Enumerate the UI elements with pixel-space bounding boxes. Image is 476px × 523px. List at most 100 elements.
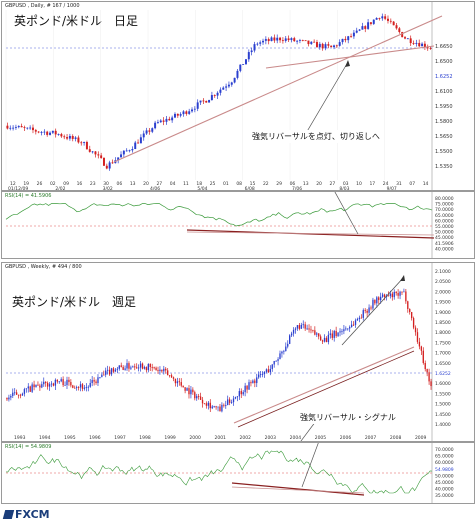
daily-candle — [37, 131, 40, 133]
daily-candle — [57, 134, 60, 135]
daily-candle — [429, 48, 432, 49]
daily-candle — [338, 42, 341, 46]
daily-candle — [34, 130, 37, 132]
daily-candle — [321, 43, 324, 49]
weekly-candle — [77, 387, 80, 388]
weekly-x-tick-label: 1994 — [39, 435, 51, 441]
weekly-candle — [288, 335, 291, 344]
weekly-y-tick-label: 2.0000 — [435, 289, 451, 295]
daily-candle — [165, 118, 168, 122]
daily-candle — [60, 134, 63, 137]
weekly-candle — [209, 402, 211, 409]
weekly-rsi-tick-label: 54.9809 — [435, 467, 454, 473]
weekly-candle — [281, 351, 283, 354]
weekly-candle — [168, 375, 171, 377]
daily-x-tick-label: 09 — [63, 181, 69, 187]
weekly-y-tick-label: 1.8500 — [435, 320, 451, 326]
daily-x-tick-label: 24 — [383, 181, 389, 187]
daily-candle — [327, 44, 330, 46]
daily-x-tick-label: 08 — [236, 181, 242, 187]
daily-y-tick-label: 1.5650 — [435, 134, 453, 140]
weekly-candle — [339, 331, 341, 333]
weekly-candle — [143, 367, 146, 369]
weekly-candle — [306, 328, 308, 330]
weekly-rsi-tick-label: 50.0000 — [435, 473, 454, 479]
daily-candle — [105, 165, 108, 169]
daily-candle — [162, 120, 165, 122]
weekly-candle — [79, 384, 82, 388]
weekly-candle — [190, 389, 192, 395]
weekly-candle — [401, 291, 403, 293]
weekly-candle — [99, 377, 101, 378]
daily-candle — [296, 40, 299, 42]
weekly-candle — [89, 383, 91, 387]
weekly-candle — [114, 369, 117, 372]
weekly-candle — [248, 382, 250, 390]
daily-rsi-tick-label: 41.5906 — [435, 241, 454, 247]
daily-x-tick-label: 02 — [50, 181, 56, 187]
daily-candle — [6, 125, 9, 129]
daily-candle — [74, 137, 77, 139]
weekly-candle — [60, 379, 62, 382]
daily-candle — [270, 37, 273, 42]
weekly-rsi-line — [6, 450, 433, 494]
daily-candle — [94, 151, 97, 155]
daily-candle — [355, 30, 358, 33]
weekly-candle — [354, 320, 357, 325]
daily-candle — [358, 29, 361, 31]
weekly-y-tick-label: 1.5000 — [435, 402, 451, 408]
daily-y-tick-label: 1.6252 — [435, 74, 453, 80]
daily-y-tick-label: 1.5800 — [435, 119, 453, 125]
daily-candle — [9, 127, 12, 129]
weekly-y-tick-label: 1.5500 — [435, 391, 451, 397]
daily-candle — [29, 127, 32, 129]
daily-candle — [122, 150, 125, 155]
weekly-candle — [407, 301, 409, 309]
weekly-candle — [165, 368, 167, 371]
daily-candle — [134, 142, 137, 150]
weekly-candle — [95, 381, 97, 383]
daily-candle — [63, 136, 66, 138]
weekly-candle — [122, 366, 124, 370]
daily-candle — [273, 37, 276, 41]
weekly-candle — [52, 383, 55, 386]
weekly-candle — [350, 324, 353, 328]
weekly-candle — [215, 406, 217, 408]
weekly-candle — [414, 327, 417, 333]
weekly-candle — [75, 387, 78, 388]
weekly-candle — [137, 367, 140, 369]
weekly-candle — [327, 334, 330, 343]
weekly-candle — [356, 318, 359, 321]
weekly-candle — [41, 384, 43, 388]
daily-candle — [401, 32, 404, 38]
weekly-candle — [244, 385, 246, 393]
daily-candle — [253, 44, 256, 51]
daily-candle — [350, 36, 353, 38]
weekly-candle — [259, 374, 262, 376]
weekly-candle — [172, 377, 175, 379]
weekly-candle — [103, 374, 105, 376]
daily-candle — [43, 131, 46, 133]
daily-x-tick-label: 26 — [37, 181, 43, 187]
daily-x-tick-label: 03 — [343, 181, 349, 187]
weekly-annotation: 強気リバーサル・シグナル — [298, 411, 398, 424]
daily-x-tick-label: 22 — [263, 181, 269, 187]
weekly-candle — [316, 333, 318, 335]
daily-candle — [364, 26, 367, 29]
daily-x-tick-label: 20 — [143, 181, 149, 187]
weekly-candle — [430, 381, 432, 387]
weekly-candle — [370, 307, 372, 309]
weekly-rsi-tick-label: 65.0000 — [435, 454, 454, 460]
weekly-upper-arrow-head — [400, 275, 405, 281]
weekly-x-tick-label: 1997 — [114, 435, 126, 441]
weekly-title: 英ポンド/米ドル 週足 — [12, 295, 137, 309]
weekly-candle — [428, 372, 430, 382]
weekly-candle — [219, 406, 221, 412]
daily-x-tick-label: 01 — [223, 181, 229, 187]
daily-rsi-tick-label: 75.0000 — [435, 202, 454, 208]
weekly-x-tick-label: 2006 — [340, 435, 352, 441]
weekly-candle — [426, 369, 428, 373]
daily-candle — [46, 131, 49, 135]
daily-x-tick-label: 19 — [23, 181, 29, 187]
weekly-candle — [46, 382, 49, 387]
